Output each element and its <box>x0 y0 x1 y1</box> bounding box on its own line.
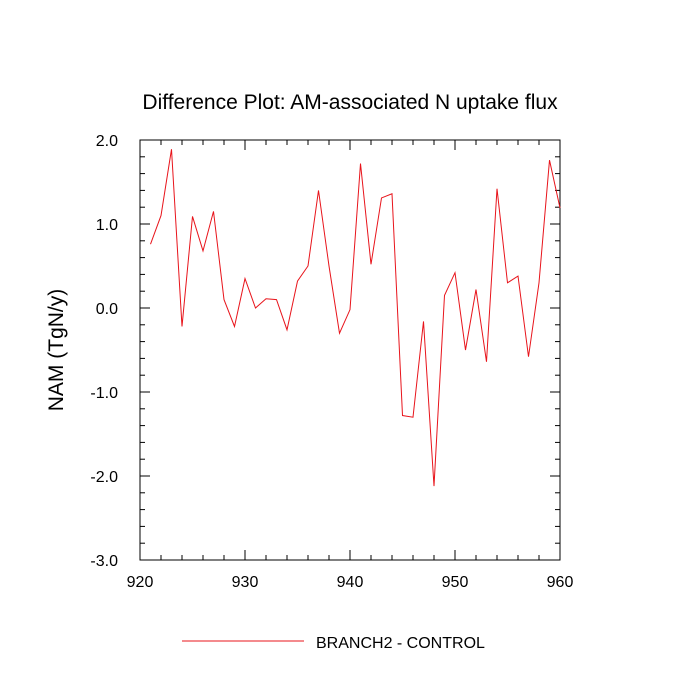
series-line <box>150 149 561 487</box>
y-tick-label: -2.0 <box>90 469 118 486</box>
legend: BRANCH2 - CONTROL <box>182 635 485 652</box>
chart-title: Difference Plot: AM-associated N uptake … <box>142 91 558 114</box>
x-tick-label: 960 <box>547 574 574 591</box>
x-tick-label: 950 <box>442 574 469 591</box>
y-tick-label: -3.0 <box>90 553 118 570</box>
y-tick-label: 1.0 <box>96 217 118 234</box>
y-tick-label: 0.0 <box>96 301 118 318</box>
x-tick-label: 920 <box>127 574 154 591</box>
plot-axes: 920 930 940 950 960 2.0 1.0 0.0 -1.0 -2.0 -3.0 <box>90 133 573 591</box>
series-layer <box>150 149 561 487</box>
x-tick-label: 930 <box>232 574 259 591</box>
plot-frame <box>139 139 561 561</box>
y-tick-label: -1.0 <box>90 385 118 402</box>
legend-label: BRANCH2 - CONTROL <box>316 635 485 652</box>
x-tick-label: 940 <box>337 574 364 591</box>
y-axis-label: NAM (TgN/y) <box>45 289 68 412</box>
y-tick-label: 2.0 <box>96 133 118 150</box>
